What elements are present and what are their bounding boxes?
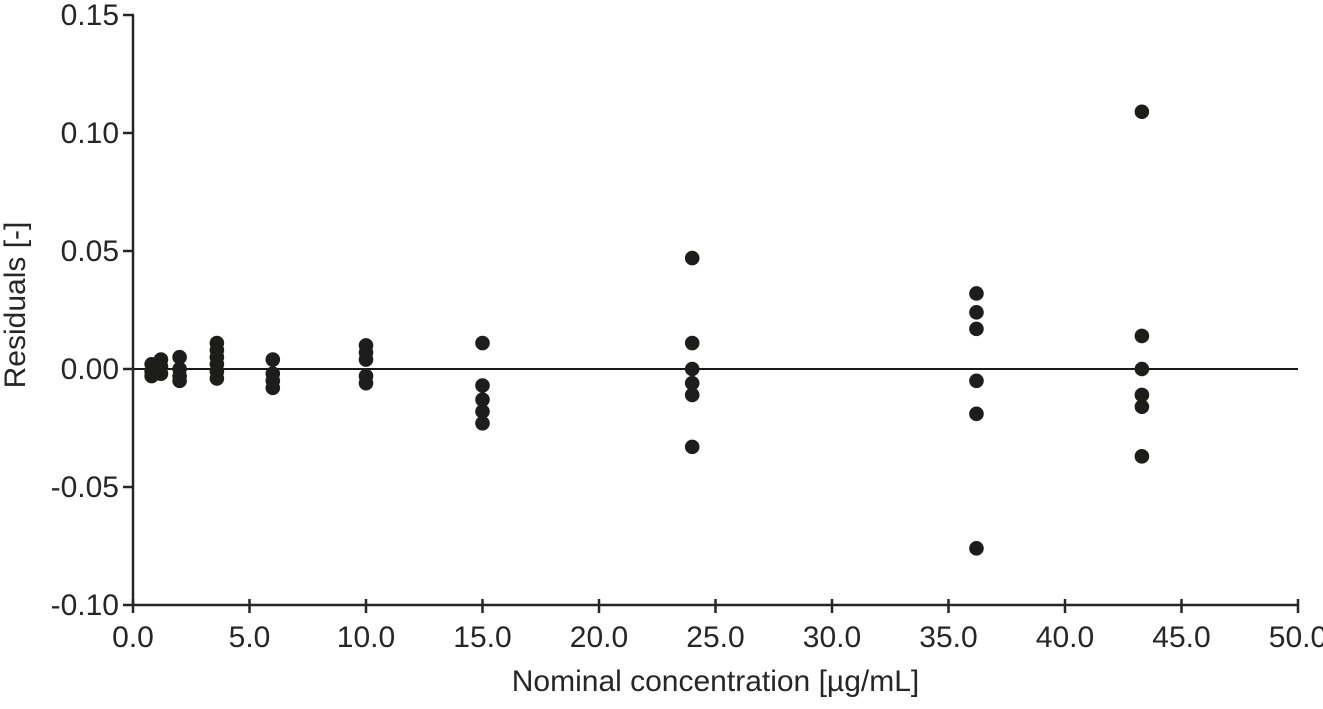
data-point [265, 352, 281, 367]
data-point [684, 439, 700, 455]
data-point [969, 541, 984, 556]
data-point [265, 380, 281, 396]
data-point [1134, 104, 1150, 120]
x-tick-label: 5.0 [229, 621, 271, 654]
data-point [969, 305, 984, 320]
x-tick-label: 15.0 [453, 621, 511, 654]
x-tick-label: 30.0 [803, 621, 861, 654]
x-axis-title: Nominal concentration [µg/mL] [511, 665, 920, 698]
data-point [475, 404, 490, 419]
data-point [969, 406, 984, 422]
x-tick-label: 20.0 [570, 621, 628, 654]
y-axis-title: Residuals [-] [0, 221, 32, 389]
y-tick-label: 0.15 [61, 0, 119, 32]
x-tick-label: 50.0 [1269, 621, 1323, 654]
y-tick-label: 0.05 [61, 235, 119, 268]
data-point [969, 286, 984, 301]
data-point [1134, 387, 1150, 403]
data-point [475, 378, 490, 393]
data-point [172, 373, 187, 389]
x-tick-label: 35.0 [919, 621, 977, 654]
data-point [969, 321, 984, 337]
data-point [358, 352, 374, 367]
x-tick-label: 25.0 [686, 621, 744, 654]
y-tick-label: -0.05 [51, 471, 119, 504]
data-point [475, 415, 490, 431]
data-point [684, 335, 700, 351]
data-point [969, 373, 984, 389]
x-tick-label: 40.0 [1036, 621, 1094, 654]
data-point [1134, 449, 1150, 464]
data-point [1134, 361, 1150, 377]
y-tick-label: 0.10 [61, 117, 119, 150]
data-point [1134, 328, 1150, 344]
x-tick-label: 10.0 [337, 621, 395, 654]
y-tick-label: 0.00 [61, 353, 119, 386]
data-point [684, 250, 700, 266]
data-point [475, 335, 490, 351]
data-point [172, 349, 187, 365]
data-point [684, 387, 700, 403]
data-point [209, 371, 225, 386]
y-tick-label: -0.10 [51, 589, 119, 622]
data-point [153, 366, 169, 382]
data-point [475, 392, 490, 407]
x-tick-label: 45.0 [1152, 621, 1210, 654]
data-point [684, 361, 700, 377]
x-tick-label: 0.0 [112, 621, 154, 654]
data-point [358, 375, 374, 391]
data-point [684, 375, 700, 391]
data-point [1134, 399, 1150, 415]
